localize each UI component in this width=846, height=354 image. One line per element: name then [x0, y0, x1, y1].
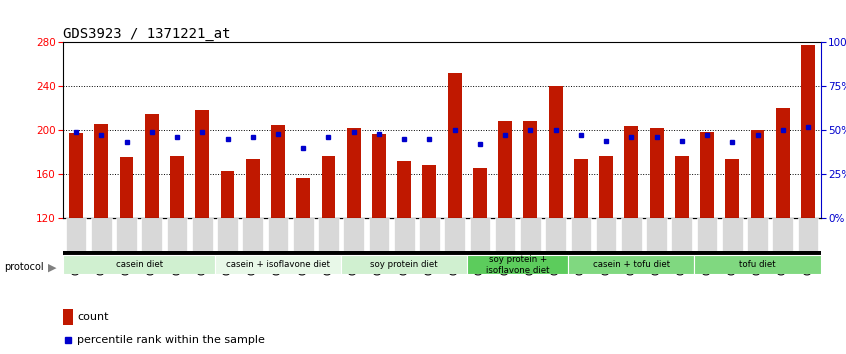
FancyBboxPatch shape [722, 218, 743, 252]
Bar [221, 171, 234, 218]
FancyBboxPatch shape [747, 218, 768, 252]
Bar [448, 73, 462, 218]
FancyBboxPatch shape [167, 218, 187, 252]
Bar [145, 114, 159, 218]
Bar [63, 256, 215, 274]
Bar [569, 256, 695, 274]
FancyBboxPatch shape [293, 218, 314, 252]
FancyBboxPatch shape [141, 218, 162, 252]
FancyBboxPatch shape [394, 218, 415, 252]
Bar [675, 156, 689, 218]
Bar [599, 156, 613, 218]
Bar [296, 178, 310, 218]
Bar [498, 121, 512, 218]
FancyBboxPatch shape [66, 218, 86, 252]
FancyBboxPatch shape [318, 218, 338, 252]
Bar [801, 45, 815, 218]
Bar [467, 256, 569, 274]
Text: protocol: protocol [4, 262, 44, 272]
FancyBboxPatch shape [217, 218, 238, 252]
Bar [95, 124, 108, 218]
Bar [574, 159, 588, 218]
Bar [215, 256, 341, 274]
Bar [473, 169, 486, 218]
FancyBboxPatch shape [243, 218, 263, 252]
Text: casein + isoflavone diet: casein + isoflavone diet [226, 261, 330, 269]
Bar [650, 128, 663, 218]
FancyBboxPatch shape [697, 218, 717, 252]
Bar [321, 156, 335, 218]
Bar [246, 159, 260, 218]
FancyBboxPatch shape [672, 218, 692, 252]
Text: ▶: ▶ [48, 262, 57, 272]
Bar [776, 108, 789, 218]
FancyBboxPatch shape [444, 218, 465, 252]
FancyBboxPatch shape [343, 218, 364, 252]
FancyBboxPatch shape [495, 218, 515, 252]
Bar [63, 251, 821, 256]
FancyBboxPatch shape [772, 218, 793, 252]
FancyBboxPatch shape [192, 218, 212, 252]
Bar [119, 158, 134, 218]
FancyBboxPatch shape [419, 218, 440, 252]
Bar [725, 159, 739, 218]
FancyBboxPatch shape [520, 218, 541, 252]
Bar [700, 132, 714, 218]
FancyBboxPatch shape [369, 218, 389, 252]
Bar [347, 128, 360, 218]
FancyBboxPatch shape [646, 218, 667, 252]
Bar [695, 256, 821, 274]
Bar [69, 133, 83, 218]
Bar [372, 135, 386, 218]
Text: percentile rank within the sample: percentile rank within the sample [77, 335, 265, 346]
Bar [170, 156, 184, 218]
Bar [750, 130, 765, 218]
FancyBboxPatch shape [116, 218, 137, 252]
Bar [63, 309, 74, 325]
Bar [341, 256, 467, 274]
Text: GDS3923 / 1371221_at: GDS3923 / 1371221_at [63, 28, 231, 41]
FancyBboxPatch shape [621, 218, 641, 252]
Bar [549, 86, 563, 218]
FancyBboxPatch shape [570, 218, 591, 252]
Bar [271, 125, 285, 218]
Text: soy protein diet: soy protein diet [371, 261, 438, 269]
Text: count: count [77, 312, 108, 322]
Bar [524, 121, 537, 218]
Bar [398, 161, 411, 218]
Bar [422, 165, 437, 218]
Bar [195, 110, 209, 218]
FancyBboxPatch shape [546, 218, 566, 252]
FancyBboxPatch shape [267, 218, 288, 252]
Text: casein diet: casein diet [116, 261, 162, 269]
Text: casein + tofu diet: casein + tofu diet [593, 261, 670, 269]
Text: soy protein +
isoflavone diet: soy protein + isoflavone diet [486, 255, 550, 275]
FancyBboxPatch shape [596, 218, 617, 252]
Bar [624, 126, 638, 218]
FancyBboxPatch shape [470, 218, 490, 252]
FancyBboxPatch shape [91, 218, 112, 252]
Text: tofu diet: tofu diet [739, 261, 776, 269]
FancyBboxPatch shape [798, 218, 818, 252]
